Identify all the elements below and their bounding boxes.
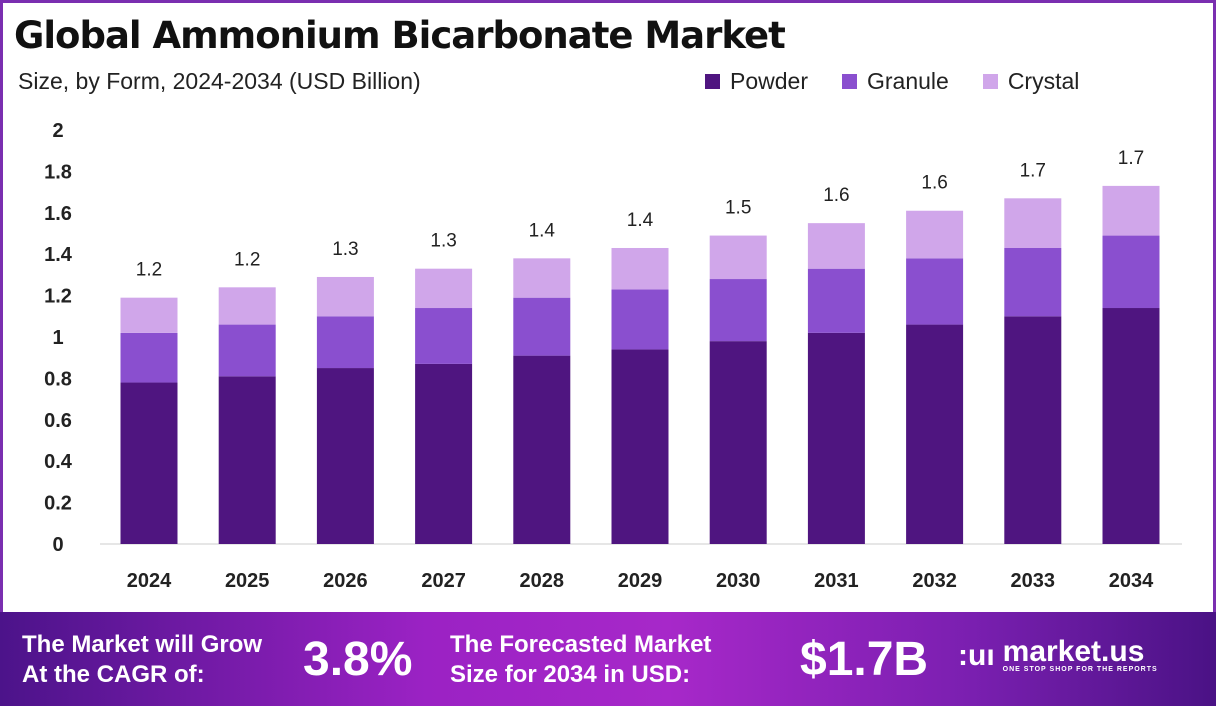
x-tick-label: 2027 — [421, 570, 466, 592]
market-us-logo: :uı market.us ONE STOP SHOP FOR THE REPOR… — [958, 635, 1158, 674]
x-tick-label: 2033 — [1011, 570, 1056, 592]
bar-segment-granule — [1004, 247, 1062, 317]
y-tick-label: 1.6 — [44, 203, 72, 225]
x-tick-label: 2026 — [323, 570, 368, 592]
x-tick-label: 2031 — [814, 570, 859, 592]
cagr-label-line: At the CAGR of: — [22, 661, 205, 688]
legend-label: Crystal — [1007, 68, 1080, 94]
bar-segment-powder — [1102, 308, 1160, 544]
legend-item-crystal: Crystal — [982, 68, 1080, 95]
bar-segment-powder — [415, 363, 473, 544]
bar-segment-powder — [513, 355, 571, 544]
total-data-label: 1.6 — [921, 173, 947, 194]
total-data-label: 1.4 — [529, 220, 556, 241]
total-data-label: 1.5 — [725, 198, 751, 219]
cagr-label: The Market will Grow At the CAGR of: — [22, 630, 262, 690]
x-tick-label: 2032 — [912, 570, 957, 592]
bar-segment-granule — [513, 297, 571, 356]
bar-segment-crystal — [709, 235, 767, 280]
bar-segment-powder — [807, 332, 865, 544]
legend-item-powder: Powder — [705, 68, 808, 95]
chart-subtitle: Size, by Form, 2024-2034 (USD Billion) — [18, 68, 421, 94]
bar-segment-granule — [611, 289, 669, 350]
total-data-label: 1.2 — [234, 249, 260, 270]
y-tick-label: 0 — [52, 534, 63, 556]
bar-segment-granule — [906, 258, 964, 325]
x-tick-label: 2025 — [225, 570, 270, 592]
y-tick-label: 1.2 — [44, 286, 72, 308]
bar-segment-powder — [709, 341, 767, 544]
total-data-label: 1.2 — [136, 260, 162, 281]
y-tick-label: 0.4 — [44, 451, 73, 473]
logo-tagline: ONE STOP SHOP FOR THE REPORTS — [1002, 666, 1158, 673]
total-data-label: 1.4 — [627, 210, 654, 231]
bar-chart: 0 0.2 0.4 0.6 0.8 1 1.2 1.4 1.6 1.8 2 1.2 2024 1.2 202… — [44, 120, 1182, 592]
y-tick-label: 0.8 — [44, 368, 72, 390]
bar-segment-crystal — [218, 287, 276, 325]
cagr-value: 3.8% — [303, 633, 413, 686]
bar-segment-powder — [611, 349, 669, 544]
legend-item-granule: Granule — [841, 68, 949, 95]
footer-banner: The Market will Grow At the CAGR of: 3.8%… — [0, 612, 1216, 706]
bar-segment-powder — [906, 324, 964, 544]
total-data-label: 1.7 — [1020, 160, 1046, 181]
bar-segment-granule — [218, 324, 276, 377]
forecast-label-line: The Forecasted Market — [450, 631, 712, 658]
bar-segment-granule — [1102, 235, 1160, 309]
forecast-value: $1.7B — [800, 633, 929, 686]
forecast-label-line: Size for 2034 in USD: — [450, 661, 691, 688]
bar-segment-granule — [415, 308, 473, 364]
logo-mark-icon: :uı — [958, 638, 995, 672]
y-tick-label: 1 — [52, 327, 63, 349]
y-tick-label: 1.4 — [44, 244, 73, 266]
bar-segment-crystal — [807, 223, 865, 269]
total-data-label: 1.7 — [1118, 148, 1144, 169]
y-tick-label: 2 — [52, 120, 63, 142]
bar-segment-crystal — [1102, 185, 1160, 236]
bar-segment-crystal — [611, 247, 669, 290]
total-data-label: 1.3 — [332, 239, 358, 260]
bar-segment-powder — [120, 382, 178, 544]
bar-segment-crystal — [513, 258, 571, 298]
legend: Powder Granule Crystal — [705, 68, 1079, 95]
bar-segment-granule — [316, 316, 374, 369]
bar-segment-crystal — [1004, 198, 1062, 248]
legend-swatch — [841, 74, 857, 89]
bar-segment-granule — [807, 268, 865, 333]
bar-segment-granule — [120, 332, 178, 383]
bar-segment-crystal — [415, 268, 473, 309]
bar-segment-powder — [218, 376, 276, 544]
y-tick-label: 1.8 — [44, 161, 72, 183]
legend-swatch — [705, 74, 720, 89]
chart-title: Global Ammonium Bicarbonate Market — [14, 14, 786, 57]
x-tick-label: 2029 — [618, 570, 663, 592]
x-tick-label: 2024 — [127, 570, 172, 592]
bar-segment-powder — [316, 368, 374, 544]
total-data-label: 1.3 — [430, 231, 456, 252]
x-tick-label: 2028 — [520, 570, 565, 592]
y-tick-label: 0.2 — [44, 493, 72, 515]
bar-segment-powder — [1004, 316, 1062, 544]
x-tick-label: 2034 — [1109, 570, 1154, 592]
bar-segment-crystal — [316, 276, 374, 317]
logo-brand: market.us — [1002, 635, 1145, 668]
legend-label: Powder — [730, 68, 808, 94]
legend-label: Granule — [866, 68, 949, 94]
bar-segment-crystal — [120, 297, 178, 333]
y-tick-label: 0.6 — [44, 410, 72, 432]
bar-segment-crystal — [906, 210, 964, 259]
x-tick-label: 2030 — [716, 570, 761, 592]
forecast-label: The Forecasted Market Size for 2034 in US… — [450, 630, 711, 690]
cagr-label-line: The Market will Grow — [22, 631, 263, 658]
total-data-label: 1.6 — [823, 185, 849, 206]
bar-segment-granule — [709, 279, 767, 342]
legend-swatch — [982, 74, 998, 89]
